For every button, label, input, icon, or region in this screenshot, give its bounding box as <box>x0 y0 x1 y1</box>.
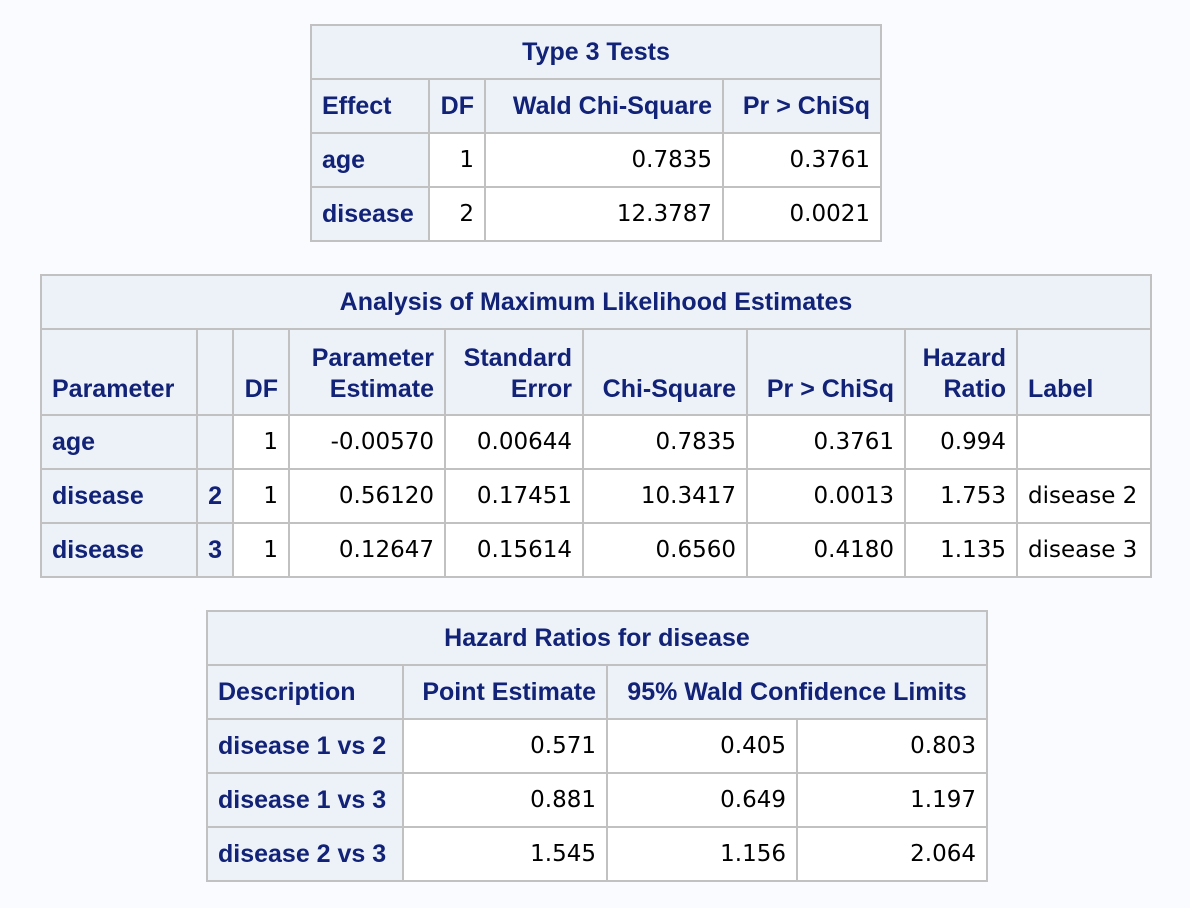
table-title: Analysis of Maximum Likelihood Estimates <box>40 274 1152 330</box>
table-cell: 0.881 <box>402 772 608 828</box>
table-cell: 1.197 <box>796 772 988 828</box>
table-cell: 0.649 <box>606 772 798 828</box>
table-cell: 1.156 <box>606 826 798 882</box>
column-header: Chi-Square <box>582 328 748 416</box>
header-line: Error <box>510 375 572 403</box>
column-header: Label <box>1016 328 1152 416</box>
column-header: DF <box>428 78 486 134</box>
column-header: Effect <box>310 78 430 134</box>
table-cell: 1.135 <box>904 522 1018 578</box>
table-cell: 0.6560 <box>582 522 748 578</box>
table-row: disease 2 vs 3 1.545 1.156 2.064 <box>206 826 988 882</box>
column-header <box>196 328 234 416</box>
table-cell: 10.3417 <box>582 468 748 524</box>
row-header: disease <box>40 522 198 578</box>
column-header: Pr > ChiSq <box>746 328 906 416</box>
table-row: age 1 0.7835 0.3761 <box>310 132 882 188</box>
column-header: 95% Wald Confidence Limits <box>606 664 988 720</box>
column-header: Standard Error <box>444 328 584 416</box>
table-cell: 0.00644 <box>444 414 584 470</box>
table-cell: disease 2 <box>1016 468 1152 524</box>
column-header: Hazard Ratio <box>904 328 1018 416</box>
row-header: 2 <box>196 468 234 524</box>
table-cell: 2.064 <box>796 826 988 882</box>
table-cell: 0.803 <box>796 718 988 774</box>
table-cell: 1 <box>232 468 290 524</box>
row-header: disease <box>40 468 198 524</box>
table-cell: 0.17451 <box>444 468 584 524</box>
table-cell <box>1016 414 1152 470</box>
column-header: Parameter Estimate <box>288 328 446 416</box>
table-cell: 0.7835 <box>484 132 724 188</box>
table-cell: 0.56120 <box>288 468 446 524</box>
table-cell: 0.7835 <box>582 414 748 470</box>
row-header <box>196 414 234 470</box>
table-cell: 1 <box>232 522 290 578</box>
table-cell: 1 <box>232 414 290 470</box>
table-cell: 1.753 <box>904 468 1018 524</box>
header-line: Hazard <box>922 344 1006 372</box>
row-header: age <box>40 414 198 470</box>
header-line: Estimate <box>329 375 434 403</box>
table-cell: 0.994 <box>904 414 1018 470</box>
table-row: disease 2 12.3787 0.0021 <box>310 186 882 242</box>
table-cell: 1.545 <box>402 826 608 882</box>
row-header: disease <box>310 186 430 242</box>
hazard-ratios-table: Hazard Ratios for disease Description Po… <box>206 610 988 882</box>
column-header: Wald Chi-Square <box>484 78 724 134</box>
table-cell: 0.4180 <box>746 522 906 578</box>
row-header: age <box>310 132 430 188</box>
table-row: disease 2 1 0.56120 0.17451 10.3417 0.00… <box>40 468 1152 524</box>
table-cell: 0.12647 <box>288 522 446 578</box>
table-row: disease 3 1 0.12647 0.15614 0.6560 0.418… <box>40 522 1152 578</box>
table-cell: disease 3 <box>1016 522 1152 578</box>
table-cell: 0.0021 <box>722 186 882 242</box>
table-row: age 1 -0.00570 0.00644 0.7835 0.3761 0.9… <box>40 414 1152 470</box>
table-cell: 2 <box>428 186 486 242</box>
row-header: 3 <box>196 522 234 578</box>
table-cell: -0.00570 <box>288 414 446 470</box>
table-cell: 12.3787 <box>484 186 724 242</box>
table-cell: 0.15614 <box>444 522 584 578</box>
row-header: disease 1 vs 3 <box>206 772 404 828</box>
column-header: Point Estimate <box>402 664 608 720</box>
row-header: disease 2 vs 3 <box>206 826 404 882</box>
header-line: Parameter <box>311 344 434 372</box>
table-cell: 0.0013 <box>746 468 906 524</box>
type3-tests-table: Type 3 Tests Effect DF Wald Chi-Square P… <box>310 24 882 242</box>
header-line: Ratio <box>943 375 1007 403</box>
column-header: Parameter <box>40 328 198 416</box>
table-row: disease 1 vs 2 0.571 0.405 0.803 <box>206 718 988 774</box>
table-cell: 0.3761 <box>722 132 882 188</box>
table-cell: 1 <box>428 132 486 188</box>
table-cell: 0.405 <box>606 718 798 774</box>
column-header: Description <box>206 664 404 720</box>
column-header: Pr > ChiSq <box>722 78 882 134</box>
table-row: disease 1 vs 3 0.881 0.649 1.197 <box>206 772 988 828</box>
table-title: Type 3 Tests <box>310 24 882 80</box>
table-cell: 0.571 <box>402 718 608 774</box>
table-cell: 0.3761 <box>746 414 906 470</box>
header-line: Standard <box>463 344 572 372</box>
column-header: DF <box>232 328 290 416</box>
table-title: Hazard Ratios for disease <box>206 610 988 666</box>
row-header: disease 1 vs 2 <box>206 718 404 774</box>
mle-estimates-table: Analysis of Maximum Likelihood Estimates… <box>40 274 1152 578</box>
